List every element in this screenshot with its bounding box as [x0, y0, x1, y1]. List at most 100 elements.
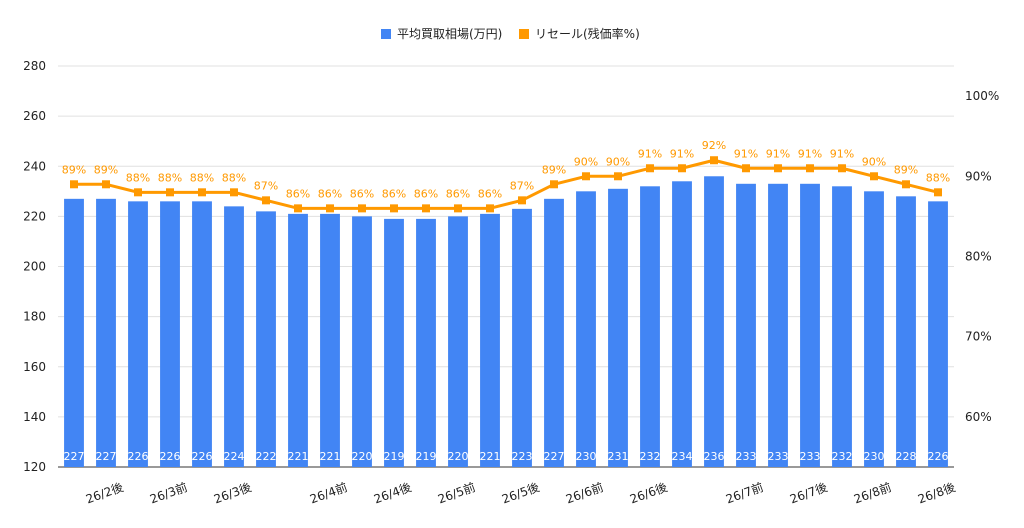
line-value-label: 88% — [126, 171, 150, 184]
line-value-label: 89% — [542, 163, 566, 176]
line-value-label: 90% — [862, 155, 886, 168]
line-point-12 — [454, 204, 462, 213]
y-right-tick-label: 80% — [965, 249, 992, 263]
x-tick-label: 26/5前 — [436, 479, 478, 506]
line-point-18 — [646, 164, 654, 173]
line-point-10 — [390, 204, 398, 213]
bar-value-label: 227 — [64, 450, 85, 463]
x-tick-label: 26/7前 — [724, 479, 766, 506]
line-value-label: 86% — [478, 187, 502, 200]
y-left-tick-label: 180 — [23, 310, 46, 324]
bar-value-label: 226 — [928, 450, 949, 463]
line-point-11 — [422, 204, 430, 213]
bar-23 — [800, 183, 820, 467]
line-point-6 — [262, 196, 270, 205]
line-value-label: 89% — [94, 163, 118, 176]
x-tick-label: 26/2後 — [84, 480, 125, 506]
bar-value-label: 234 — [672, 450, 693, 463]
line-point-16 — [582, 172, 590, 181]
bar-value-label: 221 — [480, 450, 501, 463]
bar-value-label: 223 — [512, 450, 533, 463]
line-value-label: 90% — [574, 155, 598, 168]
line-value-label: 86% — [350, 187, 374, 200]
bar-value-label: 219 — [384, 450, 405, 463]
line-value-label: 91% — [670, 147, 694, 160]
bar-value-label: 227 — [96, 450, 117, 463]
x-tick-label: 26/8後 — [916, 480, 957, 506]
line-point-27 — [934, 188, 942, 197]
bar-9 — [352, 216, 372, 467]
y-left-tick-label: 140 — [23, 410, 46, 424]
x-tick-label: 26/3前 — [148, 479, 190, 506]
bar-12 — [448, 216, 468, 467]
bar-21 — [736, 183, 756, 467]
y-left-tick-label: 220 — [23, 209, 46, 223]
bar-15 — [544, 198, 564, 468]
bar-value-label: 230 — [576, 450, 597, 463]
line-value-label: 88% — [926, 171, 950, 184]
bar-8 — [320, 213, 340, 467]
x-tick-label: 26/4前 — [308, 479, 350, 506]
line-value-label: 90% — [606, 155, 630, 168]
line-value-label: 92% — [702, 139, 726, 152]
line-point-2 — [134, 188, 142, 197]
line-value-label: 91% — [798, 147, 822, 160]
y-left-tick-label: 200 — [23, 260, 46, 274]
line-value-label: 86% — [446, 187, 470, 200]
bar-24 — [832, 186, 852, 468]
bar-4 — [192, 201, 212, 467]
bar-value-label: 233 — [800, 450, 821, 463]
line-value-label: 91% — [638, 147, 662, 160]
line-value-label: 88% — [158, 171, 182, 184]
line-value-label: 86% — [318, 187, 342, 200]
bar-value-label: 219 — [416, 450, 437, 463]
line-point-26 — [902, 180, 910, 189]
line-value-label: 86% — [286, 187, 310, 200]
bar-value-label: 232 — [640, 450, 661, 463]
line-point-23 — [806, 164, 814, 173]
bar-value-label: 226 — [192, 450, 213, 463]
x-tick-label: 26/4後 — [372, 480, 413, 506]
line-point-0 — [70, 180, 78, 189]
bar-1 — [96, 198, 116, 468]
x-tick-label: 26/5後 — [500, 480, 541, 506]
y-left-tick-label: 120 — [23, 460, 46, 474]
bar-18 — [640, 186, 660, 468]
bar-20 — [704, 176, 724, 467]
legend-swatch-line — [519, 29, 529, 39]
y-left-tick-label: 160 — [23, 360, 46, 374]
bar-16 — [576, 191, 596, 467]
bar-2 — [128, 201, 148, 467]
bar-value-label: 221 — [320, 450, 341, 463]
bar-value-label: 226 — [160, 450, 181, 463]
bar-25 — [864, 191, 884, 467]
line-point-13 — [486, 204, 494, 213]
y-right-tick-label: 90% — [965, 169, 992, 183]
line-value-label: 91% — [830, 147, 854, 160]
bar-11 — [416, 218, 436, 467]
bar-value-label: 221 — [288, 450, 309, 463]
x-tick-label: 26/6後 — [628, 480, 669, 506]
y-right-tick-label: 100% — [965, 89, 999, 103]
line-point-3 — [166, 188, 174, 197]
line-point-19 — [678, 164, 686, 173]
line-value-label: 87% — [254, 179, 278, 192]
line-value-label: 91% — [734, 147, 758, 160]
line-point-15 — [550, 180, 558, 189]
bar-value-label: 220 — [448, 450, 469, 463]
line-point-21 — [742, 164, 750, 173]
bar-3 — [160, 201, 180, 467]
bar-value-label: 227 — [544, 450, 565, 463]
line-point-17 — [614, 172, 622, 181]
x-tick-label: 26/6前 — [564, 479, 606, 506]
bar-5 — [224, 206, 244, 467]
line-value-label: 87% — [510, 179, 534, 192]
line-value-label: 89% — [62, 163, 86, 176]
line-value-label: 88% — [222, 171, 246, 184]
bar-7 — [288, 213, 308, 467]
line-point-7 — [294, 204, 302, 213]
bar-value-label: 228 — [896, 450, 917, 463]
line-point-4 — [198, 188, 206, 197]
y-left-tick-label: 240 — [23, 159, 46, 173]
